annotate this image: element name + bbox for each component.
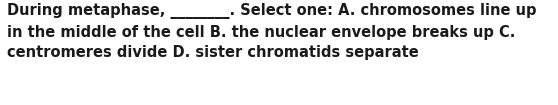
Text: During metaphase, ________. Select one: A. chromosomes line up
in the middle of : During metaphase, ________. Select one: …	[7, 3, 537, 60]
